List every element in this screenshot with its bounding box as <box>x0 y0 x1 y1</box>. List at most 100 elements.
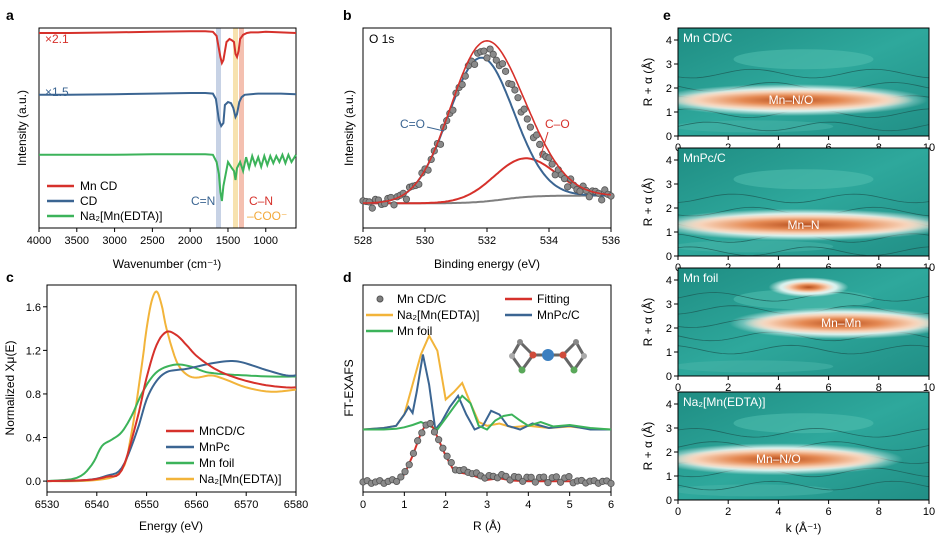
data-point <box>563 183 572 191</box>
x-tick-label: 528 <box>354 235 372 247</box>
heatmap-sample-name: Mn foil <box>683 271 718 285</box>
x-tick-label: 534 <box>540 235 558 247</box>
data-point <box>492 56 500 64</box>
heatmap-band <box>678 484 834 497</box>
y-tick-label: 2 <box>666 203 672 215</box>
panel-label-a: a <box>6 7 14 23</box>
data-point <box>531 478 539 486</box>
x-tick-label: 10 <box>923 506 935 518</box>
x-tick-label: 4 <box>525 499 531 511</box>
y-tick-label: 3 <box>666 423 672 435</box>
data-point <box>498 60 507 68</box>
legend-mnpc: MnPc <box>199 440 230 454</box>
data-point <box>540 473 548 481</box>
legend-mn-cd: Mn CD <box>80 179 118 193</box>
series-line-mn-foil <box>363 394 612 431</box>
legend-mncd-c: MnCD/C <box>199 424 245 438</box>
x-tick-label: 6570 <box>234 499 258 511</box>
panel-d-xlabel: R (Å) <box>473 518 501 533</box>
pointer-c-eq-o <box>426 126 445 132</box>
y-tick-label: 1 <box>666 227 672 239</box>
data-point <box>511 86 519 94</box>
data-point <box>520 105 528 113</box>
panel-a-series <box>39 30 297 202</box>
series-line-na-mn-edta <box>39 152 297 202</box>
heatmap-sample-name: Mn CD/C <box>683 31 733 45</box>
data-point <box>607 479 615 488</box>
x-tick-label: 6 <box>826 506 832 518</box>
wavelet-map-na-mn-edta: Na₂[Mn(EDTA)] Mn–N/O 0 1 2 3 4 R + α (Å) 0 2 4 6 8 10 <box>640 391 935 518</box>
legend-fitting: Fitting <box>537 292 570 306</box>
heatmap-frame <box>677 267 930 377</box>
x-tick-label: 530 <box>416 235 434 247</box>
panel-b-xps-chart: 528 530 532 534 536 O 1s Binding energy (eV)… <box>342 27 620 271</box>
panel-a-xlabel: Wavenumber (cm⁻¹) <box>113 257 222 271</box>
x-tick-label: 0 <box>360 499 366 511</box>
legend-mn-foil: Mn foil <box>199 456 234 470</box>
y-tick-label: 1 <box>666 107 672 119</box>
heatmap-feature-label: Mn–N/O <box>756 452 801 466</box>
panel-a-legend: Mn CD CD Na₂[Mn(EDTA)] <box>47 179 162 223</box>
data-point <box>556 478 565 486</box>
legend-na2-mn-edta: Na₂[Mn(EDTA)] <box>80 209 162 223</box>
x-tick-label: 2500 <box>140 235 164 247</box>
panel-label-e: e <box>663 7 671 23</box>
data-point <box>526 123 535 131</box>
y-tick-label: 1 <box>666 471 672 483</box>
data-point <box>536 140 544 148</box>
y-tick-label: 0 <box>666 495 672 507</box>
data-point <box>414 437 422 445</box>
data-point <box>480 47 488 55</box>
y-tick-label: 1.6 <box>26 302 41 314</box>
label-c-o: C–O <box>545 117 570 131</box>
x-tick-label: 0 <box>675 506 681 518</box>
heatmap-ridge <box>678 448 889 471</box>
panel-c-frame <box>46 284 297 493</box>
panel-c-legend: MnCD/C MnPc Mn foil Na₂[Mn(EDTA)] <box>166 424 281 486</box>
contour-line <box>678 344 929 355</box>
panel-d-legend: Mn CD/C Fitting Na₂[Mn(EDTA)] MnPc/C Mn … <box>366 292 580 338</box>
panel-a-x-ticks: 4000 3500 3000 2500 2000 1500 1000 <box>27 228 278 247</box>
y-tick-label: 3 <box>666 179 672 191</box>
panel-label-d: d <box>343 269 352 285</box>
heatmap-band <box>678 120 834 133</box>
x-tick-label: 4000 <box>27 235 51 247</box>
data-point <box>439 444 447 452</box>
x-tick-label: 6530 <box>35 499 59 511</box>
x-tick-label: 2000 <box>178 235 202 247</box>
y-tick-label: 4 <box>666 275 672 287</box>
x-tick-label: 2 <box>725 506 731 518</box>
x-tick-label: 6550 <box>134 499 158 511</box>
heatmap-band <box>733 169 874 190</box>
panel-b-xlabel: Binding energy (eV) <box>434 257 540 271</box>
data-point <box>390 201 398 209</box>
data-point <box>409 449 418 457</box>
panel-c-xlabel: Energy (eV) <box>139 519 203 533</box>
x-tick-label: 6560 <box>184 499 208 511</box>
heatmap-ylabel: R + α (Å) <box>640 178 655 227</box>
x-tick-label: 2 <box>443 499 449 511</box>
series-line-cd <box>39 92 297 129</box>
data-point <box>365 198 373 206</box>
annotation-c-n: C–N <box>249 194 273 208</box>
heatmap-ylabel: R + α (Å) <box>640 58 655 107</box>
legend-cd: CD <box>80 194 98 208</box>
data-point <box>552 473 560 481</box>
panel-a-ftir-chart: 4000 3500 3000 2500 2000 1500 1000 Wavenumber … <box>15 27 297 271</box>
contour-line <box>678 121 929 132</box>
data-point <box>402 195 410 203</box>
y-tick-label: 2 <box>666 323 672 335</box>
y-tick-label: 4 <box>666 399 672 411</box>
data-point <box>501 67 510 75</box>
panel-b-ylabel: Intensity (a.u.) <box>342 90 356 166</box>
panel-a-ylabel: Intensity (a.u.) <box>15 90 29 166</box>
y-tick-label: 0.0 <box>26 476 41 488</box>
data-point <box>443 452 451 460</box>
x-tick-label: 6580 <box>284 499 308 511</box>
data-point <box>405 461 413 469</box>
band-coo-highlight <box>233 28 238 228</box>
panel-c-xanes-chart: 6530 6540 6550 6560 6570 65800.00.40.81.21.6 … <box>3 284 308 533</box>
legend-na2-mn-edta-d: Na₂[Mn(EDTA)] <box>397 308 479 322</box>
heatmap-ridge <box>743 312 929 335</box>
x-tick-label: 5 <box>567 499 573 511</box>
